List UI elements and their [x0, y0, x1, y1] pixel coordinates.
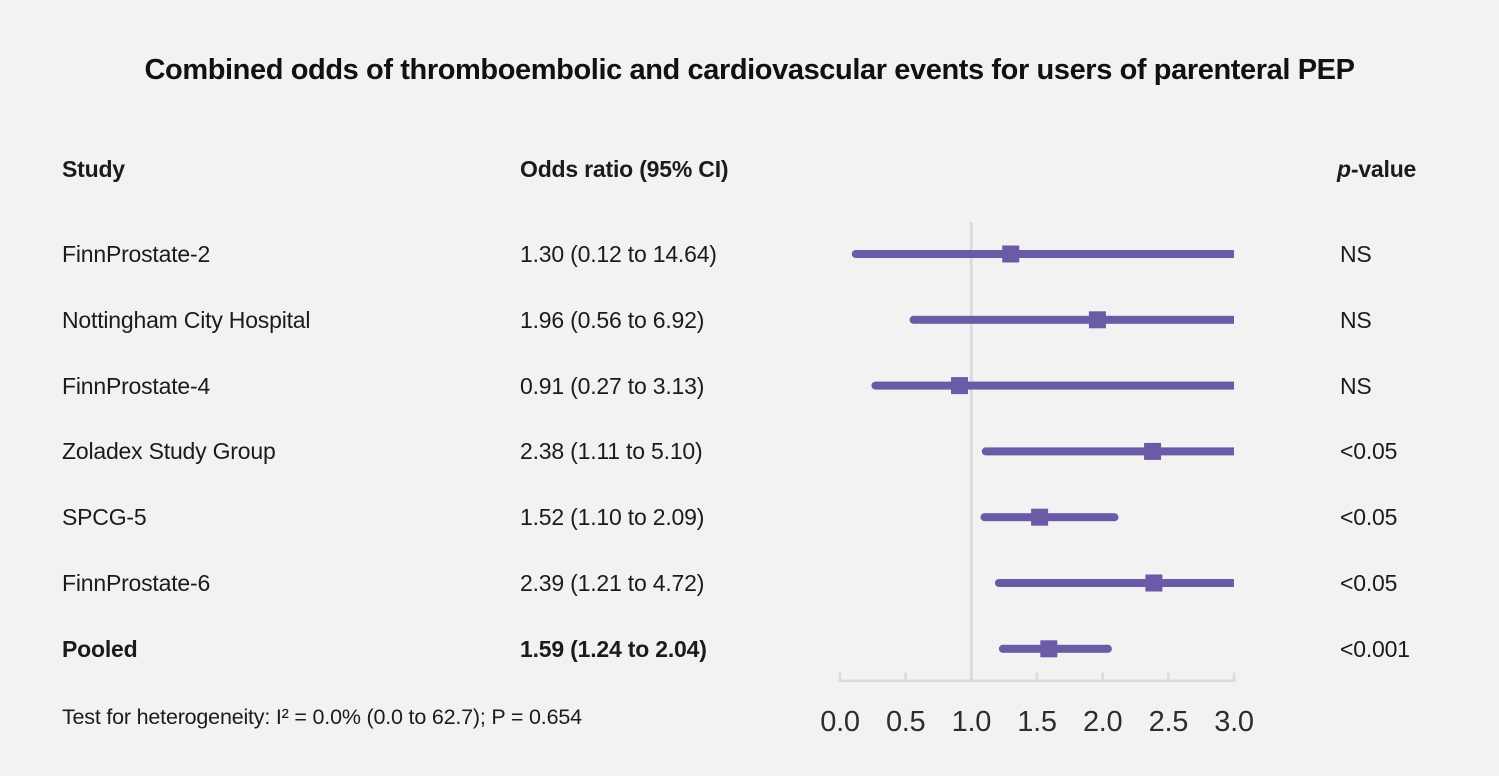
- ci-line-right-cap: [1103, 644, 1112, 653]
- point-estimate-marker: [1040, 640, 1058, 658]
- axis-tick: [1035, 672, 1039, 680]
- chart-title: Combined odds of thromboembolic and card…: [144, 54, 1355, 86]
- column-header-study: Study: [62, 156, 125, 182]
- axis-tick-label: 1.0: [952, 706, 991, 738]
- odds-ratio-value: 1.30 (0.12 to 14.64): [520, 241, 717, 267]
- axis-tick: [1101, 672, 1104, 680]
- column-header-p-value: p-value: [1337, 156, 1416, 183]
- axis-tick: [838, 672, 842, 680]
- point-estimate-marker: [951, 377, 969, 395]
- point-estimate-marker: [1002, 245, 1020, 263]
- ci-line-left-cap: [994, 579, 1003, 587]
- axis-tick: [1167, 672, 1170, 680]
- ci-line-right-cap: [1110, 513, 1119, 522]
- ci-line: [913, 315, 1234, 324]
- axis-tick-label: 0.0: [820, 706, 859, 738]
- study-label: FinnProstate-6: [62, 570, 211, 596]
- point-estimate-marker: [1145, 574, 1163, 592]
- odds-ratio-value: 2.39 (1.21 to 4.72): [520, 570, 705, 596]
- p-value: NS: [1340, 306, 1372, 333]
- odds-ratio-value: 1.59 (1.24 to 2.04): [520, 635, 707, 662]
- column-header-odds-ratio: Odds ratio (95% CI): [520, 156, 729, 182]
- p-value: NS: [1340, 241, 1372, 267]
- study-label: Zoladex Study Group: [62, 438, 276, 465]
- study-label: Pooled: [62, 635, 138, 662]
- p-value: <0.05: [1340, 438, 1398, 465]
- odds-ratio-value: 0.91 (0.27 to 3.13): [520, 372, 705, 399]
- odds-ratio-value: 1.52 (1.10 to 2.09): [520, 504, 705, 531]
- axis-tick-label: 2.0: [1083, 706, 1122, 738]
- axis-tick: [904, 672, 907, 680]
- p-value: <0.001: [1340, 635, 1410, 662]
- p-value-suffix: -value: [1350, 156, 1417, 182]
- axis-tick: [1232, 672, 1236, 680]
- ci-line-left-cap: [998, 644, 1007, 653]
- ci-line-left-cap: [871, 381, 880, 390]
- axis-tick-label: 0.5: [886, 706, 925, 738]
- point-estimate-marker: [1031, 508, 1049, 526]
- study-label: FinnProstate-4: [62, 372, 211, 399]
- odds-ratio-value: 2.38 (1.11 to 5.10): [520, 438, 703, 465]
- ci-line-left-cap: [851, 250, 860, 258]
- heterogeneity-footnote: Test for heterogeneity: I² = 0.0% (0.0 t…: [62, 705, 582, 729]
- point-estimate-marker: [1144, 442, 1162, 460]
- axis-tick-label: 3.0: [1214, 706, 1253, 738]
- ci-line-left-cap: [909, 315, 918, 324]
- p-value: NS: [1340, 372, 1372, 399]
- p-value: <0.05: [1340, 570, 1398, 596]
- ci-line: [875, 381, 1234, 390]
- ci-line-left-cap: [981, 447, 990, 456]
- reference-line: [969, 222, 973, 680]
- axis-tick-label: 1.5: [1017, 706, 1056, 738]
- study-label: FinnProstate-2: [62, 241, 211, 267]
- study-label: SPCG-5: [62, 504, 147, 531]
- ci-line-left-cap: [980, 513, 989, 522]
- p-value: <0.05: [1340, 504, 1398, 531]
- p-value-italic-p: p: [1337, 156, 1351, 182]
- ci-line: [985, 447, 1234, 456]
- study-label: Nottingham City Hospital: [62, 306, 311, 333]
- ci-line: [984, 513, 1115, 522]
- ci-line: [998, 579, 1234, 587]
- ci-line: [855, 250, 1234, 258]
- point-estimate-marker: [1088, 311, 1106, 329]
- x-axis-line: [838, 679, 1236, 682]
- axis-tick: [970, 672, 973, 680]
- axis-tick-label: 2.5: [1149, 706, 1188, 738]
- odds-ratio-value: 1.96 (0.56 to 6.92): [520, 306, 705, 333]
